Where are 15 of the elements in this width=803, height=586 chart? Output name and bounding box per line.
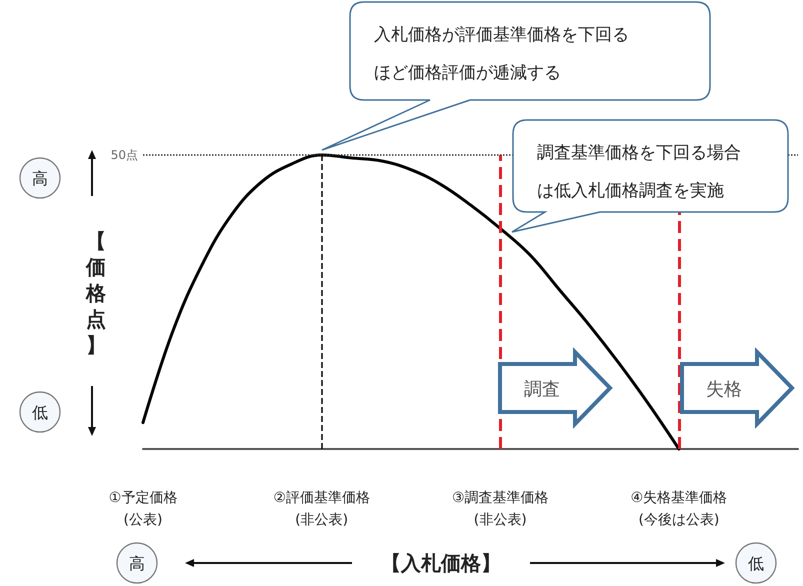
x-tick-label: ④失格基準価格 (今後は公表)	[630, 490, 728, 528]
x-tick-label: ①予定価格 (公表)	[108, 490, 178, 528]
block-arrow: 失格	[680, 347, 795, 429]
annotation: 失格	[706, 379, 742, 400]
x-tick-label: ③調査基準価格 (非公表)	[452, 490, 549, 528]
block-arrow: 調査	[498, 347, 613, 429]
ref-line-label: 50点	[110, 148, 138, 162]
x-tick-label: ②評価基準価格 (非公表)	[273, 490, 370, 528]
y-axis-title: 【価格点】	[85, 229, 107, 357]
annotation: 調査	[524, 379, 560, 400]
circle-badge: 低	[19, 391, 61, 433]
x-axis-title: 【入札価格】	[381, 551, 501, 575]
circle-badge: 高	[19, 157, 61, 199]
circle-badge: 高	[116, 542, 158, 584]
circle-badge: 低	[735, 542, 777, 584]
